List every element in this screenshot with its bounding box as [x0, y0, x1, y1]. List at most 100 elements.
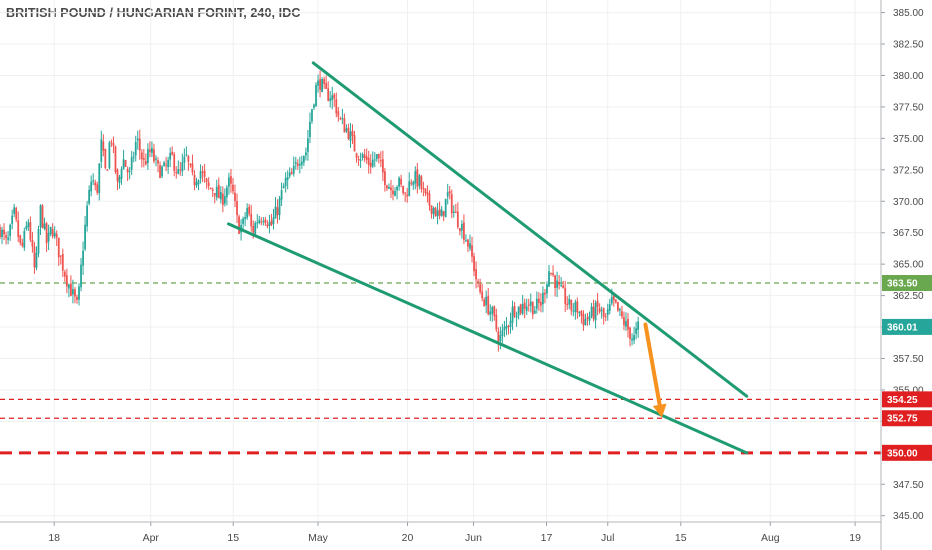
candle-body — [23, 231, 26, 248]
candle-body — [238, 216, 240, 234]
candle-body — [258, 219, 261, 224]
candle-body — [473, 256, 475, 272]
candle-body — [335, 99, 338, 114]
candle-body — [629, 327, 631, 339]
candle-body — [570, 299, 573, 311]
candle-body — [27, 222, 30, 227]
candle-body — [157, 160, 159, 164]
candle-body — [35, 252, 38, 268]
candle-body — [426, 192, 429, 195]
candle-body — [232, 184, 234, 192]
candle-body — [635, 328, 638, 334]
candle-body — [369, 162, 372, 167]
candle-body — [633, 335, 635, 341]
candle-body — [501, 330, 504, 336]
time-axis: 18 Apr 15 May 20 Jun 17 Jul 15 Aug 19 — [0, 521, 881, 544]
candle-body — [556, 280, 559, 288]
candle-body — [132, 156, 135, 158]
candle-body — [213, 193, 216, 196]
candle-body — [51, 229, 54, 237]
candle-body — [197, 180, 200, 185]
candle-body — [351, 130, 354, 137]
candle-body — [546, 284, 548, 294]
projection-arrow-shaft — [643, 322, 662, 407]
candle-body — [375, 154, 378, 159]
candle-body — [493, 306, 496, 316]
candle-body — [203, 170, 206, 178]
candle-body — [59, 255, 62, 257]
candle-body — [286, 177, 289, 181]
candle-body — [313, 104, 315, 108]
candle-body — [187, 156, 190, 162]
y-tick-label: 357.50 — [893, 354, 924, 365]
candle-body — [323, 79, 326, 84]
candle-body — [359, 159, 362, 161]
candle-body — [373, 159, 376, 161]
candle-body — [388, 187, 390, 189]
candle-body — [398, 177, 400, 187]
candle-body — [53, 232, 56, 237]
candle-body — [116, 169, 119, 182]
candle-body — [606, 309, 609, 316]
candle-body — [72, 289, 74, 295]
candle-body — [446, 192, 449, 197]
candle-body — [191, 163, 194, 173]
y-tick-label: 345.00 — [893, 511, 924, 522]
candle-body — [371, 159, 374, 167]
candle-body — [65, 275, 68, 287]
projection-arrow-head — [652, 403, 667, 418]
candle-body — [33, 246, 36, 268]
candle-body — [183, 156, 186, 163]
candle-body — [452, 211, 455, 213]
candle-body — [276, 207, 279, 216]
candle-body — [177, 168, 180, 174]
candle-body — [377, 153, 380, 159]
candle-body — [339, 118, 342, 120]
candle-body — [537, 298, 540, 303]
x-tick-label: Jul — [601, 532, 614, 544]
candle-body — [171, 151, 174, 155]
candle-body — [112, 142, 115, 146]
candle-body — [234, 192, 236, 201]
candle-body — [483, 299, 486, 307]
candle-body — [94, 182, 97, 186]
candle-body — [554, 275, 556, 289]
candle-body — [396, 186, 398, 191]
candle-body — [207, 182, 210, 187]
y-tick-label: 365.00 — [893, 260, 924, 271]
candle-body — [146, 149, 149, 164]
candle-body — [390, 187, 392, 191]
candle-body — [92, 180, 95, 182]
candle-body — [637, 321, 640, 330]
candle-body — [422, 188, 425, 190]
candle-body — [347, 127, 350, 139]
candle-body — [544, 292, 546, 295]
candle-body — [365, 156, 368, 160]
candle-body — [84, 224, 86, 250]
candle-body — [631, 338, 633, 341]
candle-body — [153, 149, 155, 162]
candle-body — [566, 303, 569, 306]
candle-body — [294, 162, 297, 164]
candle-body — [321, 78, 324, 92]
y-tick-label: 377.50 — [893, 102, 924, 113]
candle-body — [471, 245, 473, 257]
x-tick-label: 20 — [402, 532, 414, 544]
candle-body — [319, 79, 321, 91]
candle-body — [349, 131, 352, 142]
current-price-tag — [882, 318, 932, 335]
level-price-label: 350.00 — [887, 448, 918, 459]
candle-body — [55, 233, 58, 238]
candle-body — [414, 171, 417, 184]
candle-body — [367, 157, 370, 165]
candle-body — [418, 175, 421, 186]
candle-body — [596, 300, 599, 307]
y-tick-label: 372.50 — [893, 165, 924, 176]
candle-body — [428, 193, 431, 206]
candle-body — [70, 283, 72, 296]
candle-body — [337, 111, 340, 117]
candle-body — [76, 296, 78, 300]
candle-body — [282, 186, 285, 189]
candle-body — [118, 176, 121, 184]
